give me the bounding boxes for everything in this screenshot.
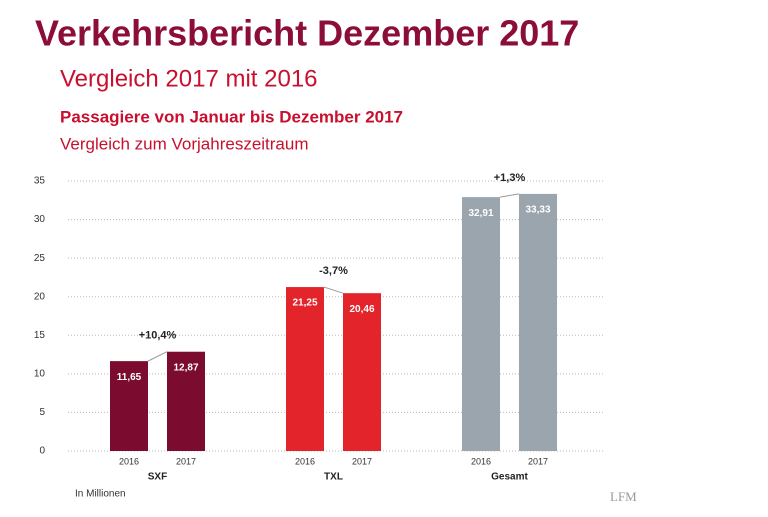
value-label: 20,46 — [349, 304, 374, 315]
bar — [462, 197, 500, 451]
group-label: Gesamt — [491, 472, 528, 483]
y-tick-label: 25 — [34, 253, 46, 264]
y-tick-label: 15 — [34, 330, 46, 341]
bar — [110, 361, 148, 451]
subtitle: Vergleich 2017 mit 2016 — [60, 65, 318, 92]
x-tick-label: 2016 — [295, 456, 315, 466]
x-tick-label: 2016 — [119, 456, 139, 466]
group-label: TXL — [324, 472, 343, 483]
y-tick-label: 0 — [39, 446, 45, 457]
change-label: -3,7% — [319, 265, 348, 277]
chart-subtitle: Vergleich zum Vorjahreszeitraum — [60, 134, 309, 153]
y-tick-label: 20 — [34, 291, 46, 302]
bar — [167, 351, 205, 451]
y-tick-label: 35 — [34, 176, 46, 187]
bar — [286, 287, 324, 451]
y-tick-label: 10 — [34, 368, 46, 379]
chart-title: Passagiere von Januar bis Dezember 2017 — [60, 107, 403, 126]
value-label: 21,25 — [292, 298, 317, 309]
y-tick-label: 30 — [34, 214, 46, 225]
watermark: LFM — [610, 489, 637, 504]
y-tick-label: 5 — [39, 407, 45, 418]
change-connector — [499, 193, 520, 198]
value-label: 12,87 — [173, 362, 198, 373]
x-tick-label: 2017 — [528, 456, 548, 466]
change-label: +10,4% — [139, 330, 177, 342]
x-tick-label: 2016 — [471, 456, 491, 466]
value-label: 33,33 — [525, 205, 550, 216]
value-label: 32,91 — [468, 208, 493, 219]
change-connector — [323, 286, 344, 294]
change-label: +1,3% — [494, 172, 526, 184]
title: Verkehrsbericht Dezember 2017 — [35, 13, 579, 54]
bar — [343, 293, 381, 451]
note: In Millionen — [75, 489, 126, 500]
x-tick-label: 2017 — [176, 456, 196, 466]
change-connector — [147, 351, 168, 362]
value-label: 11,65 — [117, 372, 142, 383]
bar — [519, 193, 557, 451]
group-label: SXF — [148, 472, 167, 483]
x-tick-label: 2017 — [352, 456, 372, 466]
